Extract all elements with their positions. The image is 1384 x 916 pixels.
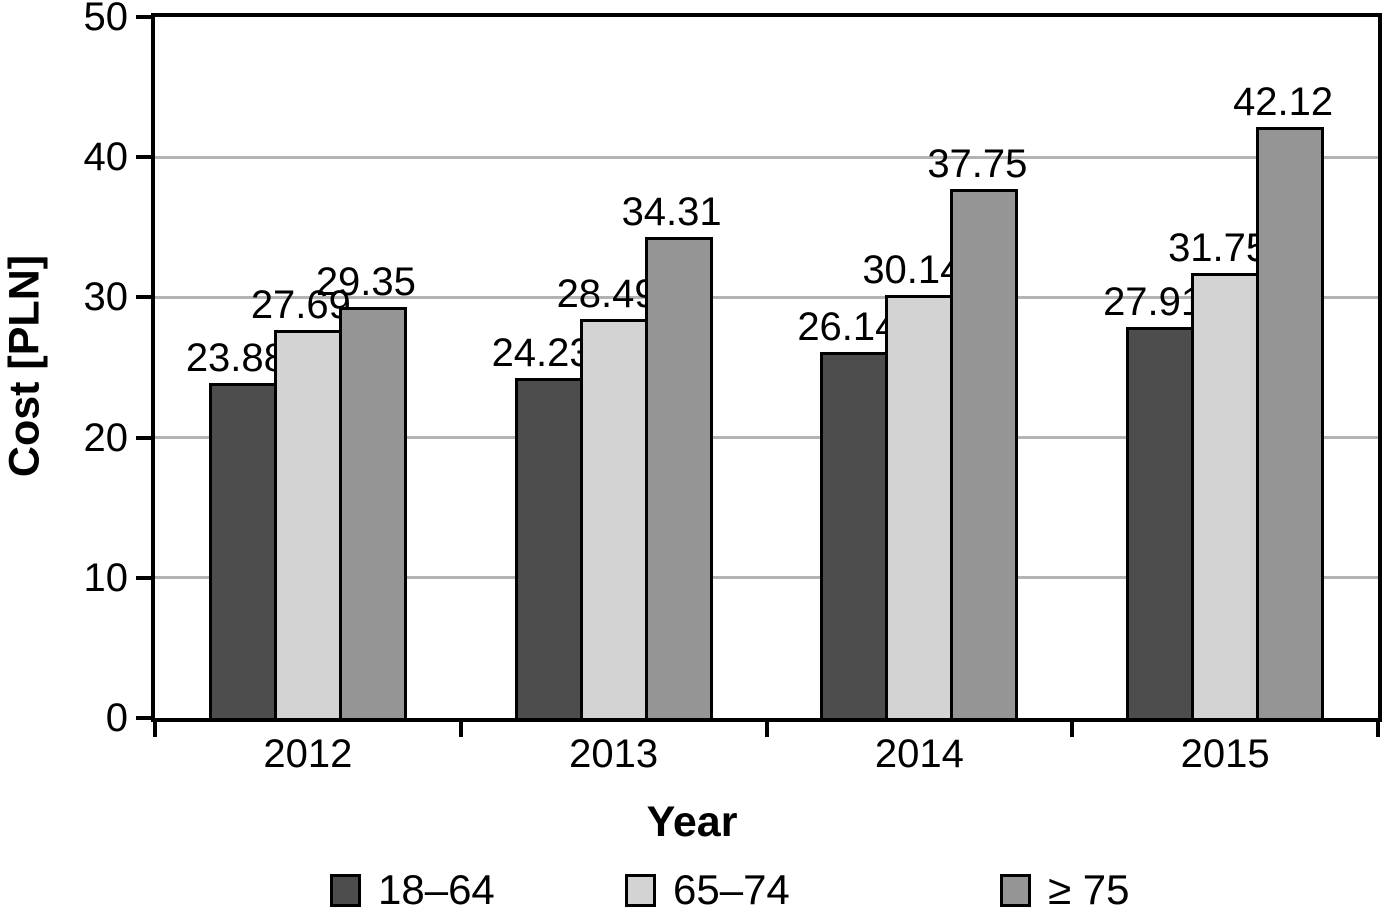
bar-value-label: 29.35 (315, 259, 416, 304)
x-tick-1 (458, 722, 463, 737)
legend-swatch-icon (330, 873, 361, 907)
gridline-10 (155, 576, 1378, 580)
y-tick-label-40: 40 (83, 135, 129, 180)
x-category-label-2012: 2012 (263, 732, 353, 776)
legend-item: 65–74 (625, 868, 790, 912)
bar: 37.75 (927, 142, 1027, 718)
bar: 31.75 (1168, 226, 1268, 718)
x-axis-title: Year (646, 798, 738, 846)
bar-value-label: 30.14 (862, 248, 963, 293)
x-tick-3 (1070, 722, 1075, 737)
bar-group-2013: 24.23 28.49 34.31 (461, 17, 767, 718)
x-category-label-2014: 2014 (874, 732, 964, 776)
y-tick-50 (136, 15, 151, 19)
bar-value-label: 31.75 (1168, 225, 1269, 270)
plot-area: 23.88 27.69 29.35 24.23 28.49 34.31 26.14 30.14… (151, 13, 1382, 722)
bar-group-2014: 26.14 30.14 37.75 (767, 17, 1073, 718)
x-category-label-2013: 2013 (569, 732, 659, 776)
legend-item: 18–64 (330, 868, 495, 912)
bar-value-label: 42.12 (1233, 80, 1334, 125)
bar: 23.88 (186, 336, 286, 718)
y-tick-20 (136, 435, 151, 440)
x-tick-4 (1376, 722, 1380, 737)
bar-groups-container: 23.88 27.69 29.35 24.23 28.49 34.31 26.14 30.14… (155, 17, 1378, 718)
y-tick-label-50: 50 (83, 0, 129, 39)
legend-swatch-icon (1000, 873, 1031, 907)
bar: 28.49 (557, 272, 657, 718)
bar: 29.35 (316, 260, 416, 718)
gridline-30 (155, 295, 1378, 299)
y-tick-label-10: 10 (83, 555, 129, 600)
bar-group-2012: 23.88 27.69 29.35 (155, 17, 461, 718)
bar: 26.14 (797, 305, 897, 718)
bar-value-label: 24.23 (491, 331, 592, 376)
bar-value-label: 26.14 (797, 304, 898, 349)
legend-label: ≥ 75 (1048, 866, 1130, 913)
bar-group-2015: 27.91 31.75 42.12 (1072, 17, 1378, 718)
legend-label: 18–64 (378, 866, 495, 913)
bar-value-label: 23.88 (185, 336, 286, 381)
bar: 24.23 (492, 331, 592, 718)
bar: 27.91 (1103, 280, 1203, 718)
x-category-label-2015: 2015 (1180, 732, 1270, 776)
legend-item: ≥ 75 (1000, 868, 1129, 912)
gridline-20 (155, 436, 1378, 440)
bar-value-label: 34.31 (621, 189, 722, 234)
legend-label: 65–74 (673, 866, 790, 913)
x-tick-2 (764, 722, 769, 737)
y-tick-label-30: 30 (83, 275, 129, 320)
legend: 18–64 65–74 ≥ 75 (0, 868, 1384, 916)
bar-value-label: 27.91 (1103, 279, 1204, 324)
bar: 34.31 (622, 190, 722, 718)
y-tick-30 (136, 295, 151, 300)
gridline-40 (155, 155, 1378, 159)
y-tick-label-20: 20 (83, 415, 129, 460)
y-tick-40 (136, 155, 151, 160)
y-tick-0 (136, 716, 151, 720)
legend-swatch-icon (625, 873, 656, 907)
bar-value-label: 37.75 (927, 141, 1028, 186)
bar: 30.14 (862, 248, 962, 718)
bar: 42.12 (1233, 80, 1333, 718)
bar-value-label: 27.69 (250, 282, 351, 327)
x-tick-0 (153, 722, 157, 737)
y-tick-10 (136, 575, 151, 580)
y-tick-label-0: 0 (105, 696, 128, 740)
bar: 27.69 (251, 283, 351, 718)
bar-value-label: 28.49 (556, 271, 657, 316)
